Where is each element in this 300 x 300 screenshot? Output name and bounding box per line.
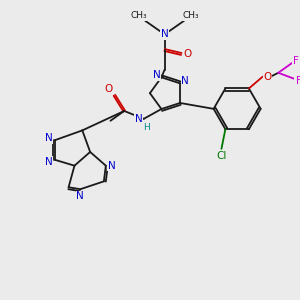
Text: Cl: Cl bbox=[216, 151, 226, 161]
Text: N: N bbox=[161, 29, 169, 39]
Text: N: N bbox=[108, 161, 116, 171]
Text: CH₃: CH₃ bbox=[183, 11, 200, 20]
Text: O: O bbox=[183, 49, 191, 59]
Text: N: N bbox=[181, 76, 189, 86]
Text: N: N bbox=[45, 157, 53, 167]
Text: N: N bbox=[153, 70, 160, 80]
Text: O: O bbox=[104, 84, 112, 94]
Text: N: N bbox=[135, 114, 143, 124]
Text: N: N bbox=[45, 133, 53, 143]
Text: F: F bbox=[296, 76, 300, 85]
Text: CH₃: CH₃ bbox=[131, 11, 148, 20]
Text: N: N bbox=[76, 191, 84, 201]
Text: F: F bbox=[293, 56, 299, 66]
Text: O: O bbox=[263, 72, 272, 82]
Text: H: H bbox=[143, 123, 150, 132]
